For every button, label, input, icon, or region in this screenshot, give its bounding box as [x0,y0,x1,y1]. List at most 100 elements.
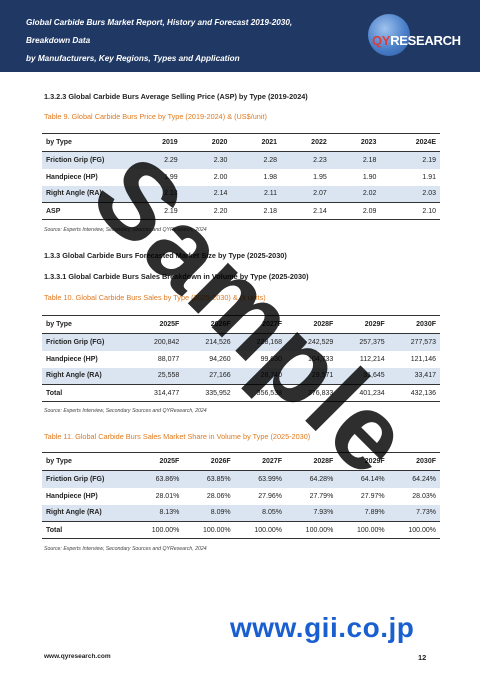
table9-caption: Table 9. Global Carbide Burs Price by Ty… [44,112,267,121]
table-cell: 376,833 [285,384,338,402]
col-header: 2021 [231,133,282,152]
table-cell: 100.00% [132,521,184,539]
qyresearch-logo: QYRESEARCH [366,14,466,64]
table-cell: 335,952 [183,384,235,402]
table-cell: 99,630 [260,355,282,363]
section-heading-asp: 1.3.2.3 Global Carbide Burs Average Sell… [44,92,308,101]
table-cell: 2.28 [231,151,282,169]
table-cell: 1.95 [313,173,327,181]
table9: by Type 2019 2020 2021 2022 2023 2024E F… [42,133,440,220]
table-cell: 2.02 [330,185,381,203]
table-header-row: by Type 2019 2020 2021 2022 2023 2024E [42,133,440,152]
table-cell: 94,260 [209,355,231,363]
table-header-row: by Type 2025F 2026F 2027F 2028F 2029F 20… [42,315,440,334]
table-cell: 2.00 [213,173,228,181]
table-cell: 88,077 [157,355,180,363]
table-cell: 121,146 [410,355,436,363]
table-cell: 64.24% [388,470,440,488]
table-header-row: by Type 2025F 2026F 2027F 2028F 2029F 20… [42,452,440,471]
row-label: Friction Grip (FG) [42,470,132,488]
table-cell: 63.85% [183,470,235,488]
table-cell: 100.00% [285,521,338,539]
table-cell: 2.11 [231,185,282,203]
table-cell: 25,558 [132,367,184,385]
col-header: 2028F [285,315,338,334]
table-cell: 1.91 [422,173,436,181]
table-row: Handpiece (HP) 88,077 94,260 99,630 104,… [42,351,440,368]
table-cell: 31,645 [337,367,389,385]
table-cell: 1.90 [362,173,377,181]
col-header: 2025F [132,315,184,334]
table-row: Handpiece (HP) 1.99 2.00 1.98 1.95 1.90 … [42,169,440,186]
col-header: 2026F [183,315,235,334]
table-cell: 27,166 [183,367,235,385]
table-cell: 2.23 [281,151,331,169]
subsection-heading-volume: 1.3.3.1 Global Carbide Burs Sales Breakd… [44,272,309,281]
table-cell: 7.93% [285,504,338,522]
table-cell: 27.96% [258,492,282,500]
row-label: Friction Grip (FG) [42,151,132,169]
table-cell: 63.86% [132,470,184,488]
table-cell: 64.28% [285,470,338,488]
table-cell: 2.19 [132,202,182,220]
col-header: 2025F [132,452,184,471]
page-header: Global Carbide Burs Market Report, Histo… [0,0,480,72]
section-heading-forecast: 1.3.3 Global Carbide Burs Forecasted Mar… [44,251,287,260]
table-row: Handpiece (HP) 28.01% 28.06% 27.96% 27.7… [42,488,440,505]
gii-watermark: www.gii.co.jp [230,612,415,643]
table-cell: 2.10 [380,202,440,220]
row-label: Right Angle (RA) [42,185,132,203]
col-header: by Type [42,133,132,152]
col-header: 2026F [183,452,235,471]
col-header: by Type [42,452,132,471]
table-cell: 100.00% [234,521,286,539]
header-title-line2: by Manufacturers, Key Regions, Types and… [26,54,240,63]
table-cell: 33,417 [388,367,440,385]
row-label: ASP [42,202,132,220]
row-label: Friction Grip (FG) [42,333,132,351]
footer-url[interactable]: www.qyresearch.com [44,653,111,660]
table-cell: 28.03% [412,492,436,500]
row-label: Handpiece (HP) [46,355,98,363]
col-header: 2029F [337,452,389,471]
col-header: 2020 [181,133,232,152]
table11-source: Source: Experts Interview, Secondary Sou… [44,546,207,552]
table-cell: 432,136 [388,384,440,402]
table11: by Type 2025F 2026F 2027F 2028F 2029F 20… [42,452,440,539]
table-row-total: Total 100.00% 100.00% 100.00% 100.00% 10… [42,521,440,539]
table-row: Friction Grip (FG) 200,842 214,526 228,1… [42,333,440,351]
table-cell: 242,529 [285,333,338,351]
col-header: 2024E [380,133,440,152]
table-cell: 1.99 [164,173,178,181]
table-cell: 28.01% [155,492,180,500]
row-label: Right Angle (RA) [42,504,132,522]
table-cell: 28.06% [206,492,231,500]
table10-caption: Table 10. Global Carbide Burs Sales by T… [44,293,266,302]
table-cell: 7.89% [337,504,389,522]
table-cell: 2.20 [181,202,232,220]
table-cell: 1.98 [263,173,278,181]
table-cell: 2.03 [380,185,440,203]
table9-source: Source: Experts Interview, Secondary Sou… [44,227,207,233]
col-header: 2027F [234,315,286,334]
row-label: Handpiece (HP) [46,492,98,500]
col-header: 2023 [330,133,381,152]
table-cell: 2.14 [181,185,232,203]
table-cell: 200,842 [132,333,184,351]
table-cell: 2.19 [380,151,440,169]
table-cell: 7.73% [388,504,440,522]
table-cell: 27.97% [360,492,385,500]
logo-globe-icon [368,14,410,56]
table-cell: 8.09% [183,504,235,522]
col-header: 2029F [337,315,389,334]
table-cell: 2.13 [132,185,182,203]
table-row: Right Angle (RA) 2.13 2.14 2.11 2.07 2.0… [42,185,440,203]
row-label: Right Angle (RA) [42,367,132,385]
table-row: Right Angle (RA) 8.13% 8.09% 8.05% 7.93%… [42,504,440,522]
row-label: Handpiece (HP) [46,173,98,181]
row-label: Total [42,521,132,539]
col-header: 2022 [281,133,331,152]
table-cell: 27.79% [309,492,334,500]
col-header: 2019 [132,133,182,152]
